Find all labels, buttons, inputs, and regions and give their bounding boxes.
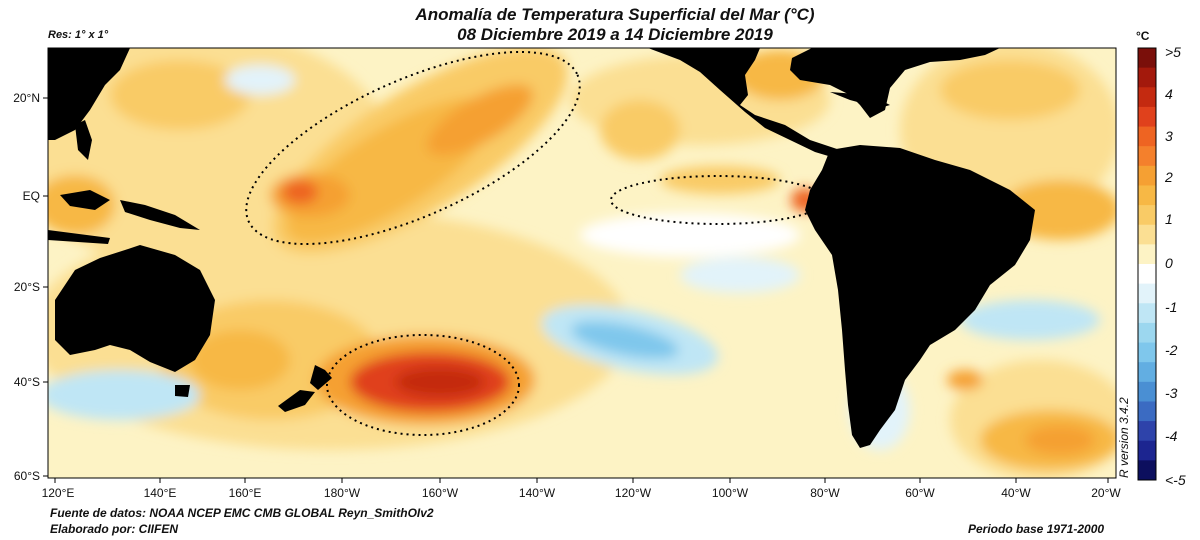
data-source-label: Fuente de datos: NOAA NCEP EMC CMB GLOBA…	[50, 506, 434, 520]
colorbar-label-4: 4	[1165, 86, 1173, 102]
lon-label-40w: 40°W	[1001, 486, 1031, 500]
highlight-ellipses	[245, 50, 826, 436]
colorbar-frame	[1137, 47, 1157, 481]
colorbar-swatch	[1138, 185, 1156, 206]
colorbar-swatch	[1138, 283, 1156, 304]
lat-label-20n: 20°N	[13, 91, 40, 105]
colorbar-swatch	[1138, 165, 1156, 186]
colorbar-swatch	[1138, 67, 1156, 88]
highlight-ellipse-equatorial-east	[610, 175, 826, 225]
highlight-ellipse-north-pacific	[245, 50, 581, 246]
colorbar-swatch	[1138, 303, 1156, 324]
colorbar-swatch	[1138, 322, 1156, 344]
map-date-range: 08 Diciembre 2019 a 14 Diciembre 2019	[457, 25, 773, 44]
lon-label-140w: 140°W	[518, 486, 556, 500]
resolution-label: Res: 1° x 1°	[48, 29, 109, 41]
lat-label-20s: 20°S	[13, 280, 40, 294]
lon-label-120e: 120°E	[41, 486, 75, 500]
colorbar-label-lt-m5: <-5	[1165, 472, 1186, 488]
colorbar-swatch	[1138, 205, 1156, 226]
colorbar-swatch	[1138, 224, 1156, 245]
colorbar-swatch	[1138, 401, 1156, 422]
lon-label-160e: 160°E	[228, 486, 262, 500]
colorbar-swatch	[1138, 87, 1156, 108]
lon-label-60w: 60°W	[905, 486, 935, 500]
r-version-label: R version 3.4.2	[1117, 397, 1131, 478]
colorbar-swatch	[1138, 106, 1156, 128]
colorbar-swatch	[1138, 440, 1156, 461]
colorbar-swatch	[1138, 126, 1156, 147]
colorbar-label-m1: -1	[1165, 299, 1178, 315]
colorbar-label-2: 2	[1165, 169, 1173, 185]
map-title: Anomalía de Temperatura Superficial del …	[415, 5, 815, 24]
lon-label-160w: 160°W	[421, 486, 459, 500]
lon-label-100w: 100°W	[711, 486, 749, 500]
colorbar-label-1: 1	[1165, 211, 1173, 227]
colorbar-swatch	[1138, 381, 1156, 402]
colorbar-swatch	[1138, 421, 1156, 442]
colorbar-swatch	[1138, 342, 1156, 363]
lon-label-80w: 80°W	[810, 486, 840, 500]
lat-label-60s: 60°S	[13, 469, 40, 483]
colorbar-label-m2: -2	[1165, 342, 1178, 358]
colorbar-swatch	[1138, 362, 1156, 383]
colorbar-label-3: 3	[1165, 128, 1173, 144]
base-period-label: Periodo base 1971-2000	[968, 522, 1105, 536]
colorbar-label-0: 0	[1165, 255, 1173, 271]
unit-label: °C	[1136, 29, 1150, 43]
lon-label-180w: 180°W	[323, 486, 361, 500]
colorbar-swatch	[1138, 264, 1156, 285]
colorbar-swatch	[1138, 460, 1156, 481]
lon-label-120w: 120°W	[614, 486, 652, 500]
colorbar-label-m3: -3	[1165, 385, 1178, 401]
colorbar-swatch	[1138, 146, 1156, 167]
lat-label-eq: EQ	[22, 189, 40, 203]
colorbar-label-m4: -4	[1165, 428, 1178, 444]
colorbar-swatch	[1138, 48, 1156, 69]
author-label: Elaborado por: CIIFEN	[50, 522, 179, 536]
lon-label-20w: 20°W	[1091, 486, 1121, 500]
lon-label-140e: 140°E	[143, 486, 177, 500]
anomaly-field	[48, 48, 1116, 478]
map-frame	[47, 47, 1117, 479]
lat-label-40s: 40°S	[13, 375, 40, 389]
highlight-ellipse-south-pacific	[326, 334, 520, 436]
colorbar	[1137, 47, 1157, 481]
colorbar-swatch	[1138, 244, 1156, 265]
landmasses	[48, 48, 1035, 448]
colorbar-label-gt5: >5	[1165, 44, 1181, 60]
